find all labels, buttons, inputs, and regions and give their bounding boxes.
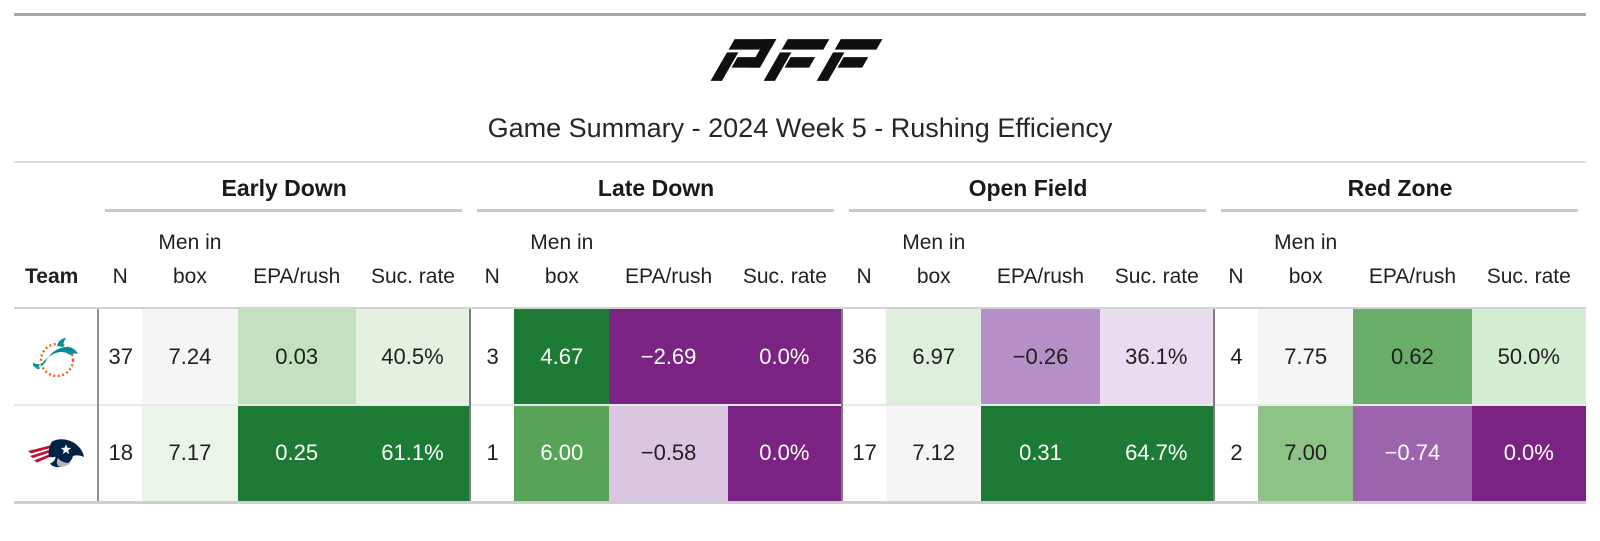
group-underline (105, 209, 463, 212)
report-title: Game Summary - 2024 Week 5 - Rushing Eff… (487, 113, 1113, 143)
col-header-epa-rush: EPA/rush (237, 212, 356, 309)
cell-n: 17 (841, 404, 887, 502)
team-column-header: Team (14, 212, 99, 309)
col-header-men-in-box: Men in box (886, 212, 982, 309)
team-row-dolphins: 37 7.24 0.03 40.5% 3 4.67 −2.69 0.0% 36 … (14, 308, 1586, 405)
cell-men-in-box: 7.24 (142, 308, 238, 405)
cell-suc-rate: 50.0% (1471, 308, 1586, 405)
cell-men-in-box: 4.67 (514, 308, 610, 405)
cell-suc-rate: 36.1% (1099, 308, 1214, 405)
cell-epa-rush: 0.62 (1353, 308, 1472, 405)
cell-n: 2 (1212, 404, 1259, 502)
cell-men-in-box: 7.12 (886, 404, 982, 502)
cell-n: 36 (841, 308, 887, 405)
cell-men-in-box: 7.75 (1258, 308, 1354, 405)
cell-epa-rush: 0.03 (237, 308, 356, 405)
team-logo-cell (14, 404, 100, 502)
rushing-efficiency-table: Early Down Late Down Open Field Red Zone… (14, 161, 1586, 504)
pff-logo (0, 39, 1600, 83)
cell-suc-rate: 61.1% (355, 404, 471, 502)
group-header-early-down: Early Down (98, 162, 470, 212)
col-header-n: N (842, 212, 887, 309)
cell-suc-rate: 0.0% (1471, 404, 1586, 502)
group-label: Red Zone (1347, 175, 1453, 201)
sub-header-row: Team N Men in box EPA/rush Suc. rate N M… (14, 212, 1586, 309)
group-label: Late Down (597, 175, 715, 201)
cell-suc-rate: 0.0% (727, 404, 843, 502)
col-header-suc-rate: Suc. rate (727, 212, 843, 309)
cell-epa-rush: 0.31 (981, 404, 1100, 502)
group-underline (1220, 209, 1578, 212)
col-header-n: N (1213, 212, 1259, 309)
cell-n: 18 (98, 404, 143, 502)
col-header-suc-rate: Suc. rate (1099, 212, 1214, 309)
cell-n: 37 (108, 343, 133, 369)
col-header-men-in-box: Men in box (1258, 212, 1354, 309)
cell-n: 4 (1212, 308, 1259, 405)
group-header-red-zone: Red Zone (1214, 162, 1586, 212)
group-header-row: Early Down Late Down Open Field Red Zone (14, 162, 1586, 212)
cell-n: 3 (469, 308, 515, 405)
cell-men-in-box: 6.00 (514, 404, 610, 502)
cell-suc-rate: 0.0% (727, 308, 843, 405)
miami-dolphins-logo (32, 337, 78, 377)
cell-men-in-box: 6.97 (886, 308, 982, 405)
group-header-late-down: Late Down (470, 162, 842, 212)
col-header-n: N (98, 212, 143, 309)
group-underline (477, 209, 835, 212)
cell-suc-rate: 40.5% (355, 308, 471, 405)
pff-logo-icon (710, 39, 883, 81)
cell-men-in-box: 7.00 (1258, 404, 1354, 502)
col-header-suc-rate: Suc. rate (1471, 212, 1586, 309)
col-header-men-in-box: Men in box (514, 212, 610, 309)
cell-epa-rush: −0.58 (609, 404, 728, 502)
cell-epa-rush: −0.26 (981, 308, 1100, 405)
top-rule (14, 13, 1586, 16)
cell-n: 1 (469, 404, 515, 502)
cell-epa-rush: −2.69 (609, 308, 728, 405)
col-header-epa-rush: EPA/rush (1353, 212, 1472, 309)
col-header-epa-rush: EPA/rush (981, 212, 1100, 309)
group-label: Early Down (221, 175, 347, 201)
col-header-epa-rush: EPA/rush (609, 212, 728, 309)
group-header-spacer (14, 162, 98, 212)
team-logo-cell (14, 308, 100, 405)
cell-men-in-box: 7.17 (142, 404, 238, 502)
cell-epa-rush: 0.25 (237, 404, 356, 502)
group-underline (849, 209, 1206, 212)
col-header-men-in-box: Men in box (142, 212, 238, 309)
cell-epa-rush: −0.74 (1353, 404, 1472, 502)
col-header-suc-rate: Suc. rate (355, 212, 471, 309)
team-row-patriots: 18 7.17 0.25 61.1% 1 6.00 −0.58 0.0% 17 … (14, 404, 1586, 502)
col-header-n: N (470, 212, 515, 309)
page: Game Summary - 2024 Week 5 - Rushing Eff… (0, 13, 1600, 541)
cell-suc-rate: 64.7% (1099, 404, 1214, 502)
group-label: Open Field (968, 175, 1088, 201)
group-header-open-field: Open Field (842, 162, 1214, 212)
new-england-patriots-logo (27, 439, 84, 468)
